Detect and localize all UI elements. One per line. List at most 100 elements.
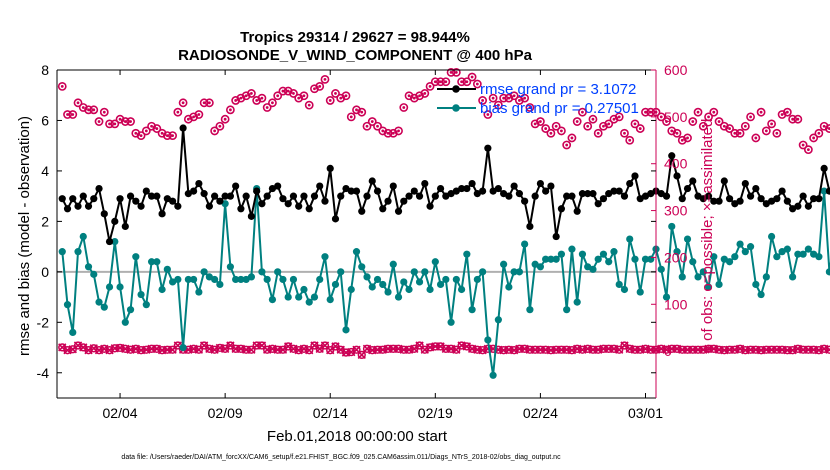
obs-assimilated-circle [599, 344, 608, 353]
rmse-series-point [494, 184, 502, 193]
obs-possible-marker [199, 98, 209, 108]
obs-possible-dot [465, 80, 469, 84]
obs-possible-dot [339, 96, 343, 100]
bias-series-point [515, 268, 523, 276]
legend-bias-label: bias grand pr = 0.27501 [480, 100, 639, 117]
bias-series-point [331, 280, 340, 289]
bias-series-point [105, 283, 114, 291]
obs-possible-dot [460, 80, 463, 84]
x-tick-label: 02/19 [418, 405, 453, 421]
obs-possible-dot [412, 96, 416, 100]
obs-possible-dot [71, 113, 75, 116]
bias-series-point [279, 275, 287, 284]
obs-possible-marker [472, 79, 482, 89]
obs-possible-dot [376, 124, 379, 128]
obs-possible-marker [362, 121, 372, 131]
obs-possible-dot [822, 124, 826, 128]
obs-possible-marker [152, 124, 162, 133]
obs-possible-circle [183, 114, 193, 124]
x-tick-label: 03/01 [628, 405, 663, 421]
obs-possible-dot [638, 127, 642, 130]
obs-assimilated-x2 [462, 342, 472, 351]
bias-series-point [710, 253, 718, 261]
rmse-series-point [389, 182, 397, 190]
rmse-series-point [373, 187, 382, 195]
rmse-series-point [626, 179, 634, 188]
rmse-series-point [289, 192, 298, 200]
rmse-series-point [153, 192, 161, 200]
bias-series-point [300, 285, 308, 294]
obs-possible-circle [105, 119, 114, 129]
bias-series-point [484, 336, 492, 344]
rmse-series-point [63, 205, 72, 213]
obs-possible-dot [623, 131, 626, 135]
obs-possible-circle [120, 117, 130, 126]
rmse-series-point [84, 202, 93, 210]
obs-possible-circle [714, 117, 724, 126]
obs-possible-marker [488, 93, 498, 103]
bias-series-point [216, 280, 224, 289]
rmse-series-point [100, 210, 108, 218]
obs-possible-circle [241, 91, 251, 101]
obs-possible-marker [746, 112, 755, 122]
obs-assimilated-circle [231, 344, 240, 353]
bias-series-point [379, 280, 387, 289]
legend-rmse-marker [452, 85, 460, 93]
obs-possible-dot [507, 96, 511, 100]
obs-possible-dot [323, 77, 327, 81]
bias-series-point [116, 283, 124, 291]
rmse-series-point [384, 197, 392, 205]
obs-possible-circle [730, 128, 740, 138]
bias-series-point [804, 245, 812, 253]
obs-possible-marker [499, 93, 509, 103]
rmse-series-point [121, 222, 129, 231]
obs-possible-circle [572, 117, 582, 126]
obs-possible-circle [467, 72, 477, 82]
obs-assimilated-circle [809, 345, 818, 354]
bias-series-point [232, 275, 240, 284]
obs-possible-dot [402, 106, 406, 109]
rmse-series-point [683, 184, 692, 193]
rmse-series-point [526, 222, 534, 231]
bias-series-point [473, 275, 481, 284]
obs-possible-dot [297, 96, 301, 100]
obs-possible-circle [231, 96, 241, 105]
obs-assimilated-x2 [79, 343, 88, 352]
bias-series-point [426, 285, 434, 294]
obs-possible-circle [751, 133, 761, 143]
obs-possible-circle [441, 77, 451, 87]
obs-possible-circle [383, 128, 393, 138]
obs-possible-marker [793, 114, 803, 124]
rmse-series-point [757, 195, 765, 203]
bias-series-point [683, 235, 692, 243]
rmse-series-point [310, 192, 319, 200]
obs-possible-circle [472, 79, 482, 89]
obs-possible-dot [207, 101, 211, 105]
bias-series-point [90, 270, 98, 278]
obs-possible-dot [165, 134, 169, 138]
obs-possible-dot [292, 92, 295, 95]
obs-possible-marker [194, 110, 204, 119]
rmse-series-point [725, 195, 734, 203]
obs-possible-marker [262, 103, 272, 112]
bias-series-point [179, 343, 187, 352]
obs-possible-marker [604, 119, 614, 129]
obs-assimilated-x2 [284, 342, 293, 351]
rmse-series-point [436, 184, 445, 193]
obs-possible-dot [428, 85, 432, 88]
obs-assimilated-circle [242, 345, 251, 354]
obs-possible-marker [614, 112, 624, 122]
obs-possible-marker [525, 103, 535, 112]
rmse-series-point [815, 195, 823, 203]
y-tick-label-right: 500 [664, 109, 688, 125]
bias-series-point [95, 298, 103, 306]
y-tick-label-left: -4 [37, 365, 50, 381]
obs-possible-circle [315, 82, 325, 91]
obs-assimilated-x2 [620, 341, 629, 350]
obs-possible-marker [273, 91, 283, 101]
rmse-series-point [174, 202, 182, 210]
rmse-series-point [221, 192, 229, 200]
obs-possible-circle [236, 93, 246, 103]
bias-series-point [363, 273, 371, 281]
obs-possible-circle [294, 93, 304, 103]
